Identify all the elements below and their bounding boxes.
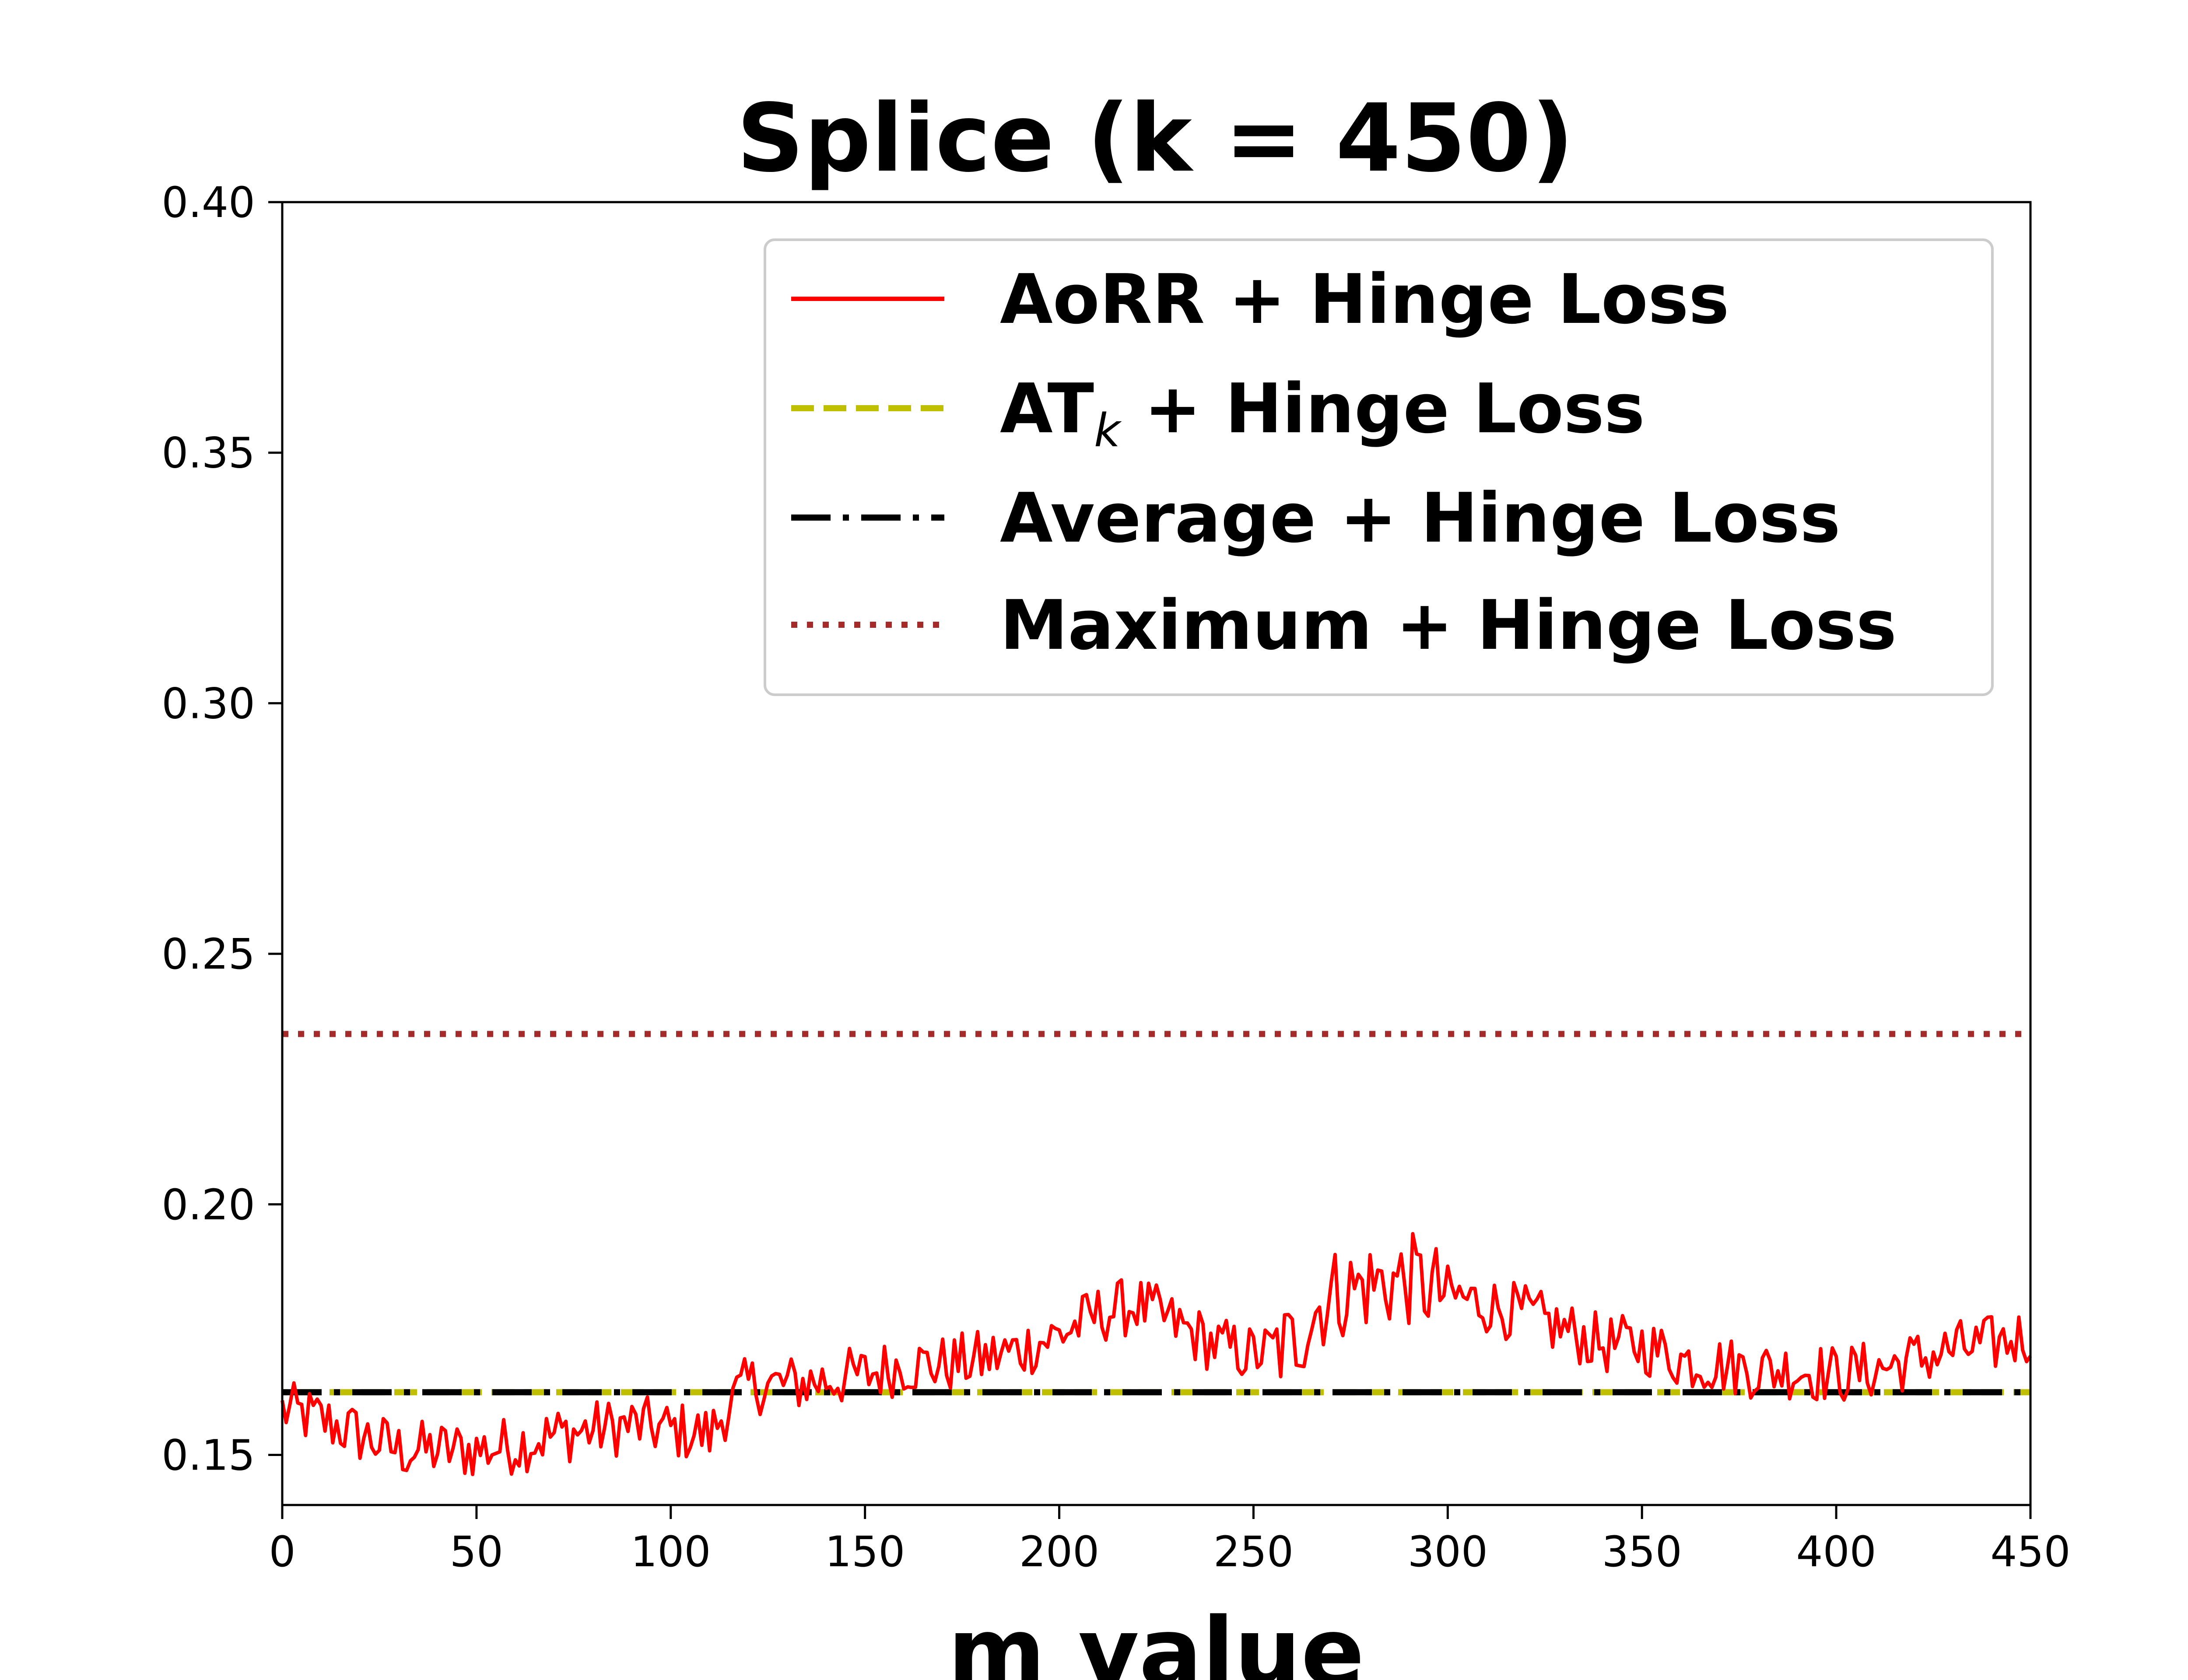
- legend-label-average: Average + Hinge Loss: [1000, 478, 1841, 558]
- chart-title: Splice (k = 450): [736, 84, 1574, 193]
- series-layer: [281, 1031, 2032, 1477]
- x-tick-label-4: 200: [1019, 1527, 1099, 1576]
- series-line-0: [281, 1232, 2032, 1477]
- legend-frame: [764, 238, 1994, 696]
- legend-label-atk-sub: k: [1094, 404, 1122, 457]
- x-tick-label-0: 0: [269, 1527, 295, 1576]
- x-axis-label: m value: [948, 1598, 1364, 1680]
- x-axis: 0 50 100 150 200 250 300 350 400 450: [269, 1505, 2071, 1576]
- y-tick-label-4: 0.35: [161, 429, 255, 478]
- legend-label-atk-rest: + Hinge Loss: [1120, 369, 1645, 448]
- x-tick-label-6: 300: [1408, 1527, 1488, 1576]
- y-tick-label-1: 0.20: [161, 1180, 255, 1229]
- y-tick-label-3: 0.30: [161, 679, 255, 728]
- y-axis: 0.15 0.20 0.25 0.30 0.35 0.40: [161, 178, 282, 1480]
- legend-label-atk-main: AT: [1000, 369, 1094, 448]
- plot-area: [281, 201, 2032, 1506]
- legend: AoRR + Hinge Loss ATk + Hinge Loss Avera…: [764, 238, 1994, 696]
- legend-label-aorr: AoRR + Hinge Loss: [1000, 259, 1729, 339]
- x-tick-label-2: 100: [631, 1527, 711, 1576]
- y-tick-label-2: 0.25: [161, 930, 255, 979]
- x-tick-label-1: 50: [450, 1527, 503, 1576]
- x-tick-label-5: 250: [1213, 1527, 1294, 1576]
- plot-frame: [281, 201, 2032, 1506]
- legend-label-maximum: Maximum + Hinge Loss: [1000, 585, 1897, 665]
- legend-label-atk: ATk + Hinge Loss: [1000, 369, 1645, 457]
- x-tick-label-9: 450: [1990, 1527, 2070, 1576]
- y-tick-label-0: 0.15: [161, 1431, 255, 1480]
- x-tick-label-3: 150: [825, 1527, 905, 1576]
- x-tick-label-8: 400: [1796, 1527, 1876, 1576]
- y-tick-label-5: 0.40: [161, 178, 255, 227]
- x-tick-label-7: 350: [1602, 1527, 1682, 1576]
